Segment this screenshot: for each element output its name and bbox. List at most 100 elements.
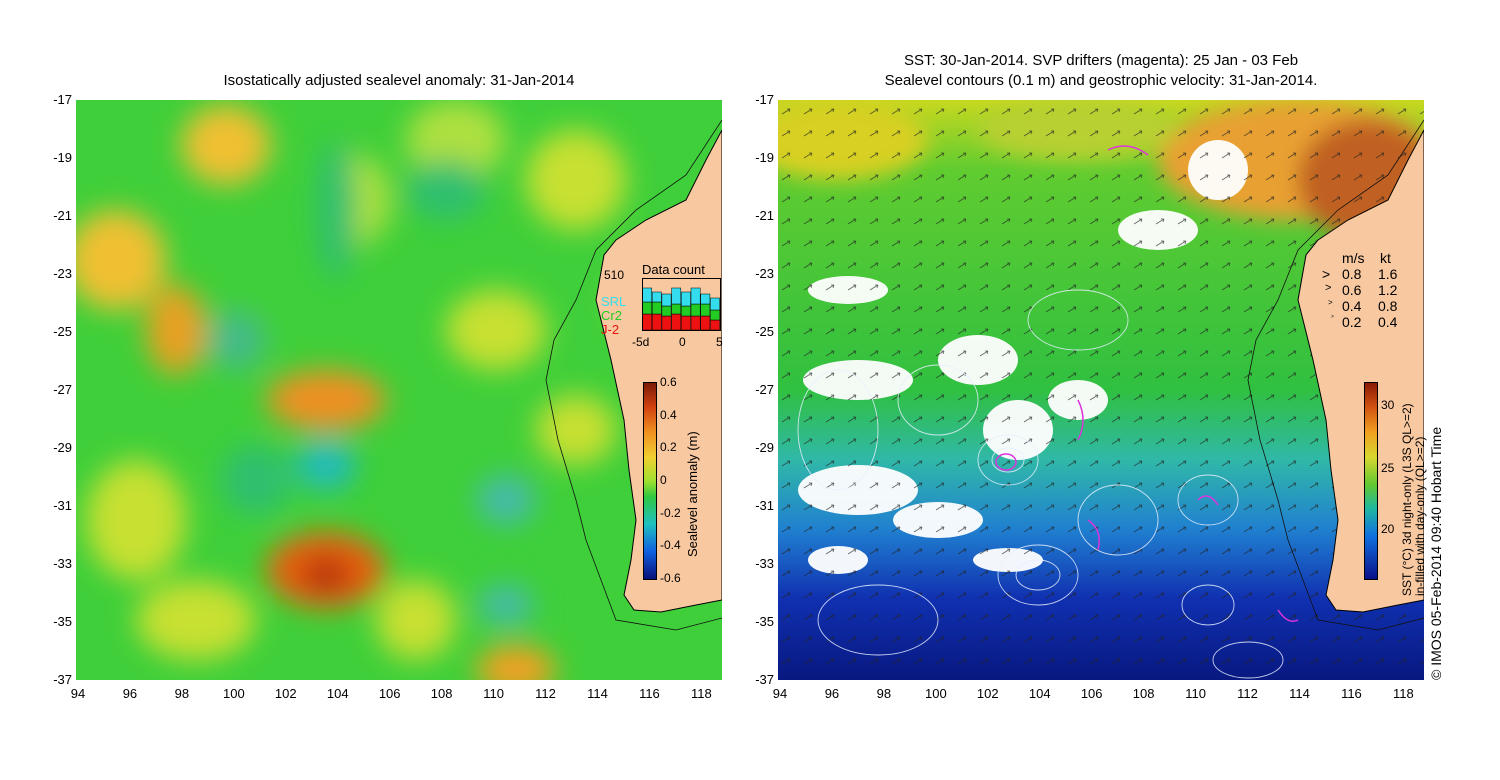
left-x-tick: 112 — [535, 686, 556, 701]
speed-legend-kt: 0.8 — [1378, 298, 1398, 314]
histogram-bar — [710, 309, 720, 321]
left-y-tick: -31 — [53, 498, 72, 513]
speed-legend-header-ms: m/s — [1342, 250, 1365, 266]
left-y-tick: -37 — [53, 672, 72, 687]
right-x-tick: 102 — [976, 686, 999, 701]
histogram-bar — [651, 291, 662, 303]
sealevel-anomaly-map — [76, 100, 722, 680]
left-x-tick: 104 — [326, 686, 349, 701]
data-count-tick-minus5: -5d — [632, 335, 650, 349]
histogram-bar — [700, 293, 711, 305]
left-x-tick: 110 — [483, 686, 504, 701]
histogram-bar — [690, 303, 701, 317]
right-x-tick: 96 — [824, 686, 840, 701]
left-x-tick: 116 — [639, 686, 660, 701]
histogram-bar — [642, 301, 652, 315]
speed-legend-arrow-icon: > — [1322, 266, 1331, 282]
left-x-tick: 106 — [378, 686, 401, 701]
histogram-bar — [661, 305, 672, 317]
right-x-tick: 100 — [924, 686, 947, 701]
right-x-tick: 108 — [1132, 686, 1155, 701]
right-map-title-line2: Sealevel contours (0.1 m) and geostrophi… — [884, 72, 1318, 89]
right-x-tick: 116 — [1341, 686, 1362, 701]
sealevel-colorbar-tick: 0.4 — [660, 407, 677, 422]
histogram-bar — [671, 303, 682, 315]
speed-legend-ms: 0.6 — [1342, 282, 1362, 298]
speed-legend-header-kt: kt — [1380, 250, 1391, 266]
speed-legend-kt: 1.2 — [1378, 282, 1398, 298]
data-count-title: Data count — [642, 262, 705, 277]
histogram-bar — [681, 315, 691, 331]
sst-colorbar-tick: 25 — [1381, 461, 1395, 475]
speed-legend-arrow-icon: > — [1331, 314, 1334, 320]
right-y-tick: -25 — [755, 324, 774, 339]
left-x-tick: 114 — [587, 686, 608, 701]
right-x-tick: 110 — [1185, 686, 1206, 701]
left-x-tick: 94 — [70, 686, 86, 701]
sealevel-colorbar-tick: 0.2 — [660, 440, 677, 455]
left-y-tick: -33 — [53, 556, 72, 571]
sealevel-colorbar-tick: -0.2 — [660, 505, 681, 520]
left-y-tick: -27 — [53, 382, 72, 397]
right-x-tick: 112 — [1237, 686, 1258, 701]
data-count-histogram — [642, 278, 721, 331]
sealevel-colorbar-tick: 0 — [660, 473, 667, 487]
data-count-max-label: 510 — [604, 268, 625, 282]
right-y-tick: -17 — [755, 92, 774, 107]
histogram-bar — [681, 305, 691, 317]
left-x-tick: 96 — [122, 686, 138, 701]
sealevel-colorbar-tick: 0.6 — [660, 375, 677, 389]
histogram-bar — [700, 303, 711, 317]
histogram-bar — [681, 291, 691, 307]
histogram-bar — [661, 315, 672, 331]
left-x-tick: 108 — [430, 686, 453, 701]
histogram-bar — [642, 313, 652, 331]
right-map-title-line1: SST: 30-Jan-2014. SVP drifters (magenta)… — [903, 52, 1299, 69]
sealevel-colorbar-label: Sealevel anomaly (m) — [685, 431, 700, 557]
right-x-tick: 104 — [1028, 686, 1051, 701]
histogram-bar — [651, 313, 662, 331]
mission-label-cr2: Cr2 — [601, 308, 622, 323]
data-count-tick-0: 0 — [679, 335, 686, 349]
histogram-bar — [690, 315, 701, 331]
right-y-tick: -19 — [755, 150, 774, 165]
histogram-bar — [661, 293, 672, 307]
sealevel-map-svg — [76, 100, 722, 680]
histogram-bar — [710, 319, 720, 331]
left-x-tick: 98 — [174, 686, 190, 701]
right-y-tick: -31 — [755, 498, 774, 513]
histogram-bar — [671, 287, 682, 305]
right-x-tick: 98 — [876, 686, 892, 701]
left-y-tick: -23 — [53, 266, 72, 281]
right-x-tick: 106 — [1080, 686, 1103, 701]
sst-map-svg — [778, 100, 1424, 680]
histogram-bar — [690, 287, 701, 305]
left-map-title: Isostatically adjusted sealevel anomaly:… — [223, 72, 575, 89]
speed-legend-ms: 0.8 — [1342, 266, 1362, 282]
sealevel-colorbar — [643, 382, 657, 580]
imos-credit: © IMOS 05-Feb-2014 09:40 Hobart Time — [1428, 426, 1444, 680]
left-y-tick: -25 — [53, 324, 72, 339]
histogram-bar — [671, 313, 682, 331]
histogram-bar — [710, 297, 720, 311]
right-y-tick: -23 — [755, 266, 774, 281]
mission-label-srl: SRL — [601, 294, 627, 309]
sst-map — [778, 100, 1424, 680]
left-y-tick: -21 — [53, 208, 72, 223]
left-x-tick: 100 — [222, 686, 245, 701]
histogram-bar — [700, 315, 711, 331]
sealevel-colorbar-tick: -0.4 — [660, 538, 681, 553]
data-count-tick-5: 5 — [716, 335, 723, 349]
left-y-tick: -35 — [53, 614, 72, 629]
left-x-tick: 102 — [274, 686, 297, 701]
speed-legend-kt: 1.6 — [1378, 266, 1398, 282]
left-y-tick: -17 — [53, 92, 72, 107]
speed-legend-arrow-icon: > — [1328, 298, 1333, 307]
histogram-bar — [642, 287, 652, 303]
sst-colorbar-label-line2: in-filled with day-only (QL>=2) — [1413, 436, 1427, 596]
right-y-tick: -21 — [755, 208, 774, 223]
speed-legend-ms: 0.4 — [1342, 298, 1362, 314]
speed-legend-kt: 0.4 — [1378, 314, 1398, 330]
speed-legend-arrow-icon: > — [1325, 282, 1332, 294]
right-y-tick: -29 — [755, 440, 774, 455]
